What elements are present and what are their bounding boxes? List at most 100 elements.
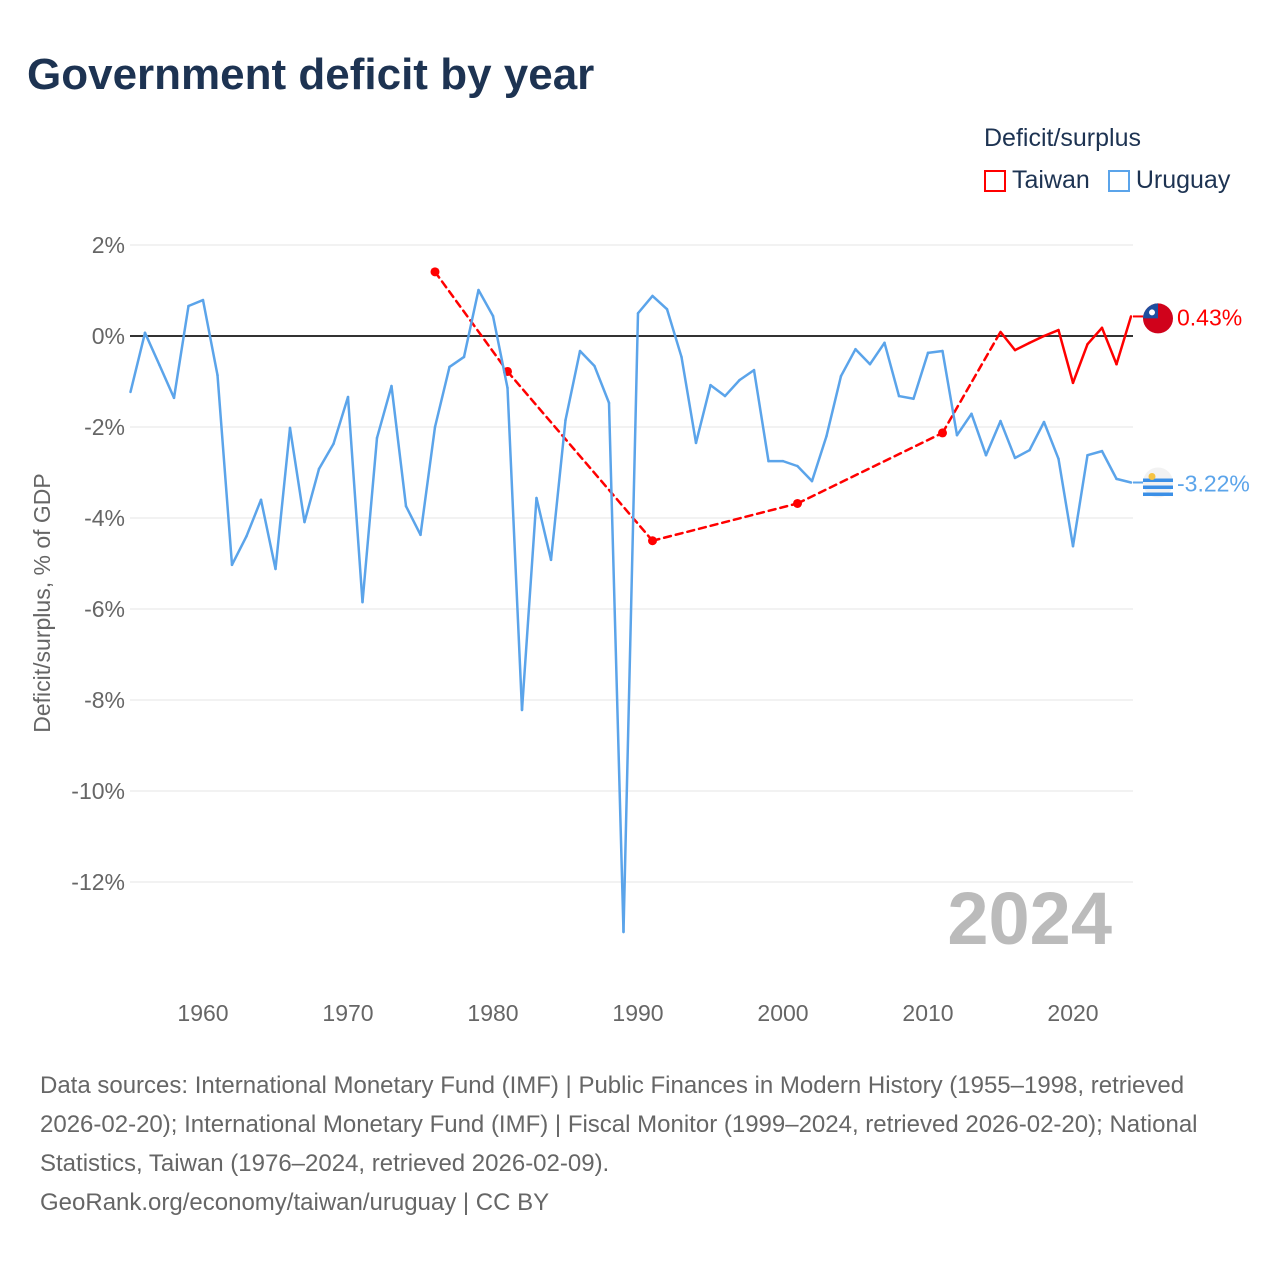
line-segment-uruguay [230,534,248,567]
x-tick-label: 2000 [757,1000,808,1026]
legend-swatch-uruguay [1107,169,1130,192]
line-segment-uruguay [245,498,263,538]
line-segment-uruguay [506,386,524,712]
line-segment-uruguay [723,378,741,398]
line-segment-uruguay [564,349,582,422]
line-segment-uruguay [462,288,480,359]
line-segment-uruguay [694,383,712,445]
data-point-taiwan [430,267,440,277]
y-tick-label: 2% [92,232,125,258]
line-segment-uruguay [680,355,698,445]
x-tick-label: 2020 [1047,1000,1098,1026]
line-segment-uruguay [984,419,1002,457]
line-segment-uruguay [259,498,277,571]
line-segment-taiwan [506,370,654,542]
flag-sun [1149,309,1155,316]
line-segment-uruguay [216,373,234,567]
line-segment-uruguay [549,418,567,562]
line-segment-uruguay [781,459,799,468]
line-segment-uruguay [433,365,451,429]
line-segment-uruguay [361,436,379,604]
line-segment-uruguay [158,363,176,400]
line-segment-taiwan [1071,342,1089,385]
line-segment-uruguay [810,434,828,483]
line-segment-uruguay [201,298,219,377]
line-segment-uruguay [404,504,422,537]
line-segment-uruguay [665,307,683,359]
line-segment-uruguay [1115,477,1133,484]
line-segment-taiwan [651,502,799,542]
flag-stripe [1143,478,1173,483]
line-segment-taiwan [1042,328,1060,338]
line-segment-taiwan [999,330,1017,352]
line-segment-taiwan [1013,341,1031,352]
y-tick-label: -8% [84,687,125,713]
year-watermark: 2024 [947,877,1112,960]
line-segment-uruguay [346,395,364,604]
y-tick-label: -10% [71,778,125,804]
line-segment-uruguay [448,355,466,369]
line-segment-uruguay [187,298,205,308]
line-segment-uruguay [288,426,306,524]
flag-uruguay-icon [1143,467,1173,498]
chart-title: Government deficit by year [27,50,595,99]
line-segment-taiwan [1115,315,1133,366]
line-segment-uruguay [1086,449,1104,457]
line-segment-taiwan [941,330,1002,435]
data-point-taiwan [938,428,947,438]
line-segment-uruguay [1042,420,1060,461]
y-axis-label: Deficit/surplus, % of GDP [29,473,55,732]
line-segment-uruguay [375,384,393,440]
y-tick-label: -2% [84,414,125,440]
legend-title: Deficit/surplus [984,124,1141,152]
line-segment-uruguay [622,312,640,934]
flag-sun [1148,473,1156,481]
line-segment-uruguay [912,351,930,401]
data-point-taiwan [793,498,802,508]
line-segment-taiwan [1100,326,1118,366]
line-segment-uruguay [535,496,553,562]
data-point-taiwan [648,536,657,546]
line-segment-uruguay [752,368,770,463]
legend-item-taiwan[interactable]: Taiwan [984,166,1090,195]
source-text: Data sources: International Monetary Fun… [40,1072,1198,1177]
line-segment-uruguay [520,496,538,712]
line-segment-taiwan [1028,334,1046,345]
line-segment-uruguay [955,412,973,437]
y-tick-label: -6% [84,596,125,622]
line-segment-uruguay [390,384,408,508]
line-segment-uruguay [1071,453,1089,548]
legend: Taiwan Uruguay [984,166,1230,195]
line-segment-uruguay [607,401,625,934]
line-segment-uruguay [129,331,147,394]
line-segment-uruguay [143,331,161,367]
x-tick-label: 2010 [902,1000,953,1026]
line-segment-uruguay [1013,448,1031,460]
line-segment-uruguay [738,368,756,382]
line-segment-taiwan [1086,326,1104,346]
flag-stripe [1143,492,1173,497]
x-tick-label: 1980 [467,1000,518,1026]
y-tick-label: -12% [71,869,125,895]
x-tick-label: 1970 [322,1000,373,1026]
line-segment-uruguay [636,294,654,315]
credit-link[interactable]: GeoRank.org/economy/taiwan/uruguay | CC … [40,1189,550,1216]
line-segment-uruguay [883,341,901,398]
line-segment-uruguay [970,412,988,457]
line-segment-uruguay [172,304,190,400]
line-segment-uruguay [1028,420,1046,452]
line-segment-uruguay [868,341,886,366]
legend-swatch-taiwan [984,169,1006,192]
line-segment-uruguay [274,426,292,571]
line-segment-uruguay [709,383,727,398]
line-segment-uruguay [926,349,944,355]
x-tick-label: 1990 [612,1000,663,1026]
line-segment-uruguay [897,394,915,401]
source-note: Data sources: International Monetary Fun… [40,1066,1240,1222]
legend-item-uruguay[interactable]: Uruguay [1107,166,1230,195]
flag-stripe [1143,485,1173,490]
line-segment-uruguay [477,288,495,318]
x-tick-label: 1960 [177,1000,228,1026]
